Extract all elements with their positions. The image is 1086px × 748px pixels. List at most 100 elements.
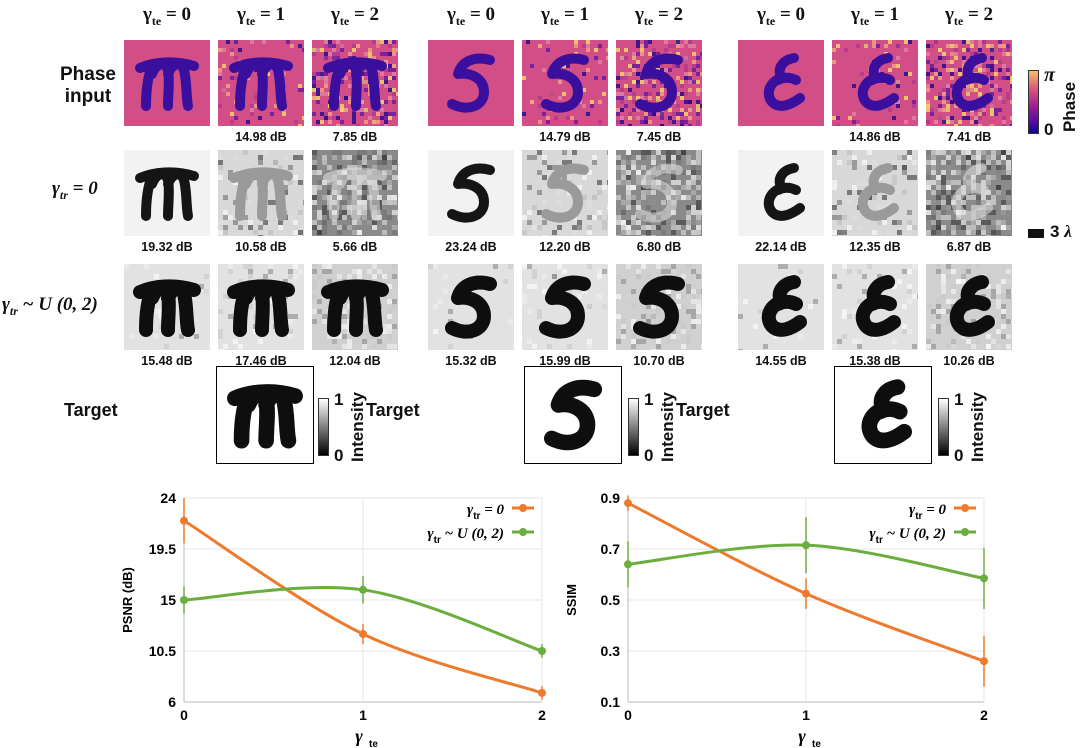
- phase-tile: [616, 40, 702, 126]
- tr0-tile: [832, 150, 918, 236]
- tr0-psnr-label: 23.24 dB: [445, 240, 497, 254]
- x-axis-label: γ: [355, 726, 363, 746]
- ssim-chart: 0.1 0.3 0.5 0.7 0.9 0 1 2 SSIM γ te γtr = 0 γtr ~ U …: [560, 480, 1086, 748]
- legend-marker: [961, 504, 969, 512]
- phase-psnr-label: 7.85 dB: [332, 130, 378, 144]
- phase-tile: [218, 40, 304, 126]
- data-point: [180, 596, 188, 604]
- y-tick-label: 10.5: [149, 643, 176, 659]
- phase-tile: [124, 40, 210, 126]
- tru-tile: [926, 264, 1012, 350]
- phase-colorbar-label: Phase: [1060, 81, 1079, 132]
- y-tick-label: 0.5: [601, 592, 621, 608]
- intensity-colorbar-top: 1: [954, 390, 964, 409]
- phase-tile: [428, 40, 514, 126]
- tru-tile: [124, 264, 210, 350]
- y-tick-label: 15: [160, 592, 176, 608]
- intensity-colorbar: [938, 398, 949, 456]
- column-header-gamma-te-0: γte = 0: [446, 4, 496, 28]
- tru-psnr-label: 17.46 dB: [235, 354, 287, 368]
- column-header-gamma-te-2: γte = 2: [944, 4, 994, 28]
- column-header-gamma-te-1: γte = 1: [540, 4, 590, 28]
- column-header-gamma-te-1: γte = 1: [850, 4, 900, 28]
- y-axis-label: SSIM: [564, 584, 579, 616]
- tru-psnr-label: 10.70 dB: [633, 354, 685, 368]
- tru-tile: [738, 264, 824, 350]
- x-axis-label-sub: te: [369, 739, 378, 748]
- scale-bar-label: 3 λ: [1050, 222, 1072, 241]
- tru-psnr-label: 14.55 dB: [755, 354, 807, 368]
- column-header-gamma-te-2: γte = 2: [634, 4, 684, 28]
- phase-colorbar: [1028, 70, 1039, 134]
- x-tick-label: 2: [980, 707, 988, 723]
- x-tick-label: 1: [802, 707, 810, 723]
- phase-tile: [312, 40, 398, 126]
- phase-psnr-label: 7.45 dB: [636, 130, 682, 144]
- column-header-gamma-te-0: γte = 0: [756, 4, 806, 28]
- y-tick-label: 0.9: [601, 490, 621, 506]
- legend-marker: [519, 528, 527, 536]
- legend-label: γtr ~ U (0, 2): [427, 526, 504, 546]
- tru-tile: [832, 264, 918, 350]
- data-point: [538, 688, 546, 697]
- intensity-colorbar-label: Intensity: [658, 392, 677, 462]
- tru-tile: [312, 264, 398, 350]
- tr0-tile: [616, 150, 702, 236]
- phase-colorbar-top: π: [1044, 64, 1055, 86]
- data-point: [359, 630, 367, 638]
- tru-psnr-label: 15.48 dB: [141, 354, 193, 368]
- phase-tile: [926, 40, 1012, 126]
- tru-psnr-label: 10.26 dB: [943, 354, 995, 368]
- x-tick-label: 0: [624, 707, 632, 723]
- tru-psnr-label: 15.32 dB: [445, 354, 497, 368]
- x-tick-label: 1: [359, 707, 367, 723]
- target-label: Target: [676, 400, 730, 420]
- tr0-tile: [124, 150, 210, 236]
- tru-tile: [616, 264, 702, 350]
- tr0-tile: [312, 150, 398, 236]
- tru-psnr-label: 15.38 dB: [849, 354, 901, 368]
- y-tick-label: 19.5: [149, 541, 176, 557]
- y-tick-label: 0.7: [601, 541, 621, 557]
- tr0-psnr-label: 19.32 dB: [141, 240, 193, 254]
- phase-psnr-label: 14.86 dB: [849, 130, 901, 144]
- column-header-gamma-te-1: γte = 1: [236, 4, 286, 28]
- legend-marker: [519, 504, 527, 512]
- tru-psnr-label: 12.04 dB: [329, 354, 381, 368]
- intensity-colorbar-bottom: 0: [954, 446, 964, 465]
- tr0-tile: [218, 150, 304, 236]
- data-point: [180, 516, 188, 525]
- target-image: [524, 366, 622, 464]
- intensity-colorbar-top: 1: [334, 390, 344, 409]
- y-tick-label: 0.3: [601, 643, 621, 659]
- tru-tile: [522, 264, 608, 350]
- target-label: Target: [64, 400, 118, 420]
- tr0-tile: [428, 150, 514, 236]
- row-label-gamma-tr-uniform: γtr ~ U (0, 2): [2, 294, 98, 318]
- tr0-psnr-label: 6.87 dB: [946, 240, 992, 254]
- intensity-colorbar: [318, 398, 329, 456]
- intensity-colorbar-label: Intensity: [348, 392, 367, 462]
- tr0-psnr-label: 5.66 dB: [332, 240, 378, 254]
- phase-psnr-label: 7.41 dB: [946, 130, 992, 144]
- intensity-colorbar-bottom: 0: [334, 446, 344, 465]
- y-tick-label: 0.1: [601, 694, 621, 710]
- phase-tile: [522, 40, 608, 126]
- intensity-colorbar-bottom: 0: [644, 446, 654, 465]
- phase-psnr-label: 14.98 dB: [235, 130, 287, 144]
- x-axis-label-sub: te: [812, 739, 821, 748]
- phase-tile: [832, 40, 918, 126]
- tr0-psnr-label: 6.80 dB: [636, 240, 682, 254]
- data-point: [624, 499, 632, 508]
- x-axis-label: γ: [798, 726, 806, 746]
- y-axis-label: PSNR (dB): [120, 567, 135, 633]
- target-image: [834, 366, 932, 464]
- x-tick-label: 0: [180, 707, 188, 723]
- legend-label: γtr = 0: [467, 502, 505, 522]
- legend-label: γtr = 0: [909, 502, 947, 522]
- data-point: [538, 647, 546, 655]
- legend-label: γtr ~ U (0, 2): [869, 526, 946, 546]
- target-image: [216, 366, 314, 464]
- phase-tile: [738, 40, 824, 126]
- data-point: [359, 585, 367, 594]
